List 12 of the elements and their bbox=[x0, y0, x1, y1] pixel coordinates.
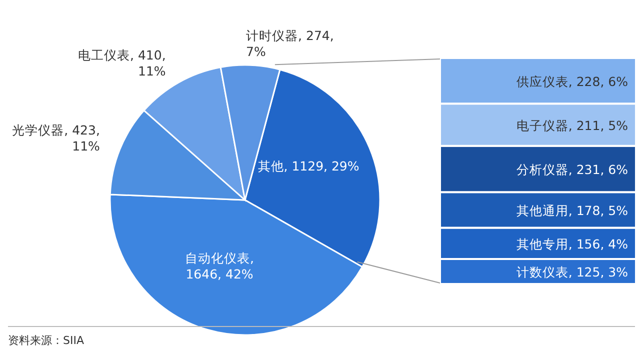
data-label: 电子仪器, 211, 5% bbox=[516, 118, 628, 133]
slice-label: 光学仪器, 423, 11% bbox=[12, 122, 100, 154]
slice-label: 计时仪器, 274, 7% bbox=[246, 28, 334, 60]
slice-label: 自动化仪表, 1646, 42% bbox=[185, 250, 254, 282]
slice-label: 电工仪表, 410, 11% bbox=[78, 47, 166, 78]
text: 资料来源：SIIA bbox=[8, 333, 84, 348]
data-label: 分析仪器, 231, 6% bbox=[516, 162, 628, 177]
data-label: 计数仪表, 125, 3% bbox=[516, 264, 628, 280]
data-label: 其他专用, 156, 4% bbox=[516, 236, 628, 252]
slice-label: 其他, 1129, 29% bbox=[258, 158, 360, 174]
data-label: 其他通用, 178, 5% bbox=[516, 202, 628, 218]
data-label: 供应仪表, 228, 6% bbox=[516, 74, 628, 89]
